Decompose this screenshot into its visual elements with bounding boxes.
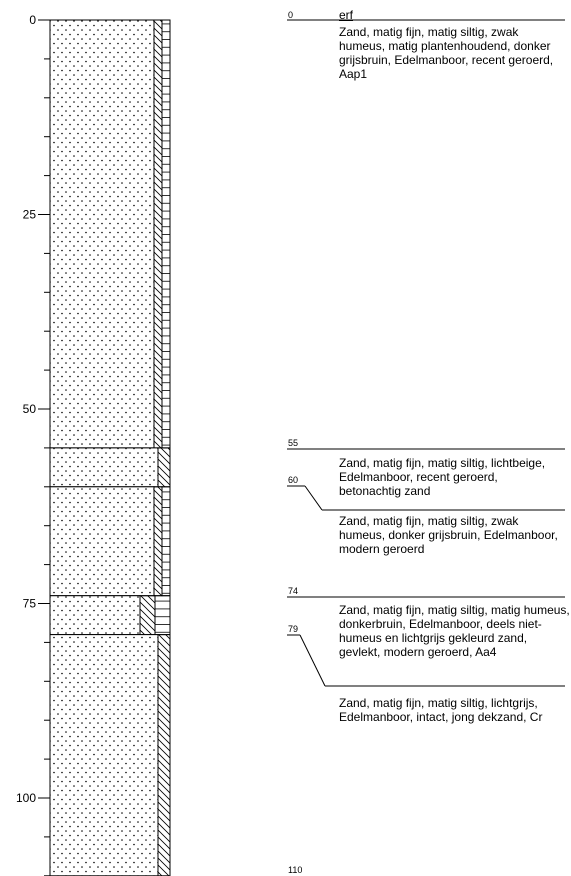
depth-label-60: 60 [288, 475, 299, 485]
humus-column [153, 19, 163, 449]
depth-label-110: 110 [288, 865, 303, 875]
sand-column [49, 486, 155, 597]
axis-tick-label: 25 [23, 208, 37, 222]
axis-tick-label: 0 [29, 13, 36, 27]
axis-tick-label: 50 [23, 402, 37, 416]
depth-axis: 0 25 50 75 100 [16, 13, 51, 876]
layer-columns [49, 19, 171, 876]
humus-column [153, 486, 163, 597]
layer-description: Zand, matig fijn, matig siltig, matig hu… [339, 603, 570, 659]
axis-tick-label: 75 [23, 597, 37, 611]
humus-column [139, 595, 156, 636]
silt-column [161, 19, 171, 449]
silt-column [154, 595, 171, 636]
silt-column [161, 486, 171, 597]
sand-column [49, 634, 159, 876]
layer-column [49, 486, 171, 597]
layer-column [49, 19, 171, 449]
axis-tick-label: 100 [16, 791, 36, 805]
boundary-lines [287, 19, 565, 687]
sand-column [49, 447, 159, 488]
humus-column [157, 447, 171, 488]
layer-column [49, 634, 171, 876]
boundary-60-diag [304, 485, 323, 511]
layer-description: Zand, matig fijn, matig siltig, zwak hum… [339, 514, 558, 556]
humus-column [157, 634, 171, 876]
layer-description: Zand, matig fijn, matig siltig, lichtgri… [339, 696, 543, 724]
depth-label-0: 0 [288, 10, 294, 20]
layer-column [49, 447, 171, 488]
layer-column [49, 595, 171, 636]
sand-column [49, 595, 141, 636]
depth-label-74: 74 [288, 586, 299, 596]
depth-label-79: 79 [288, 624, 299, 634]
boundary-79-diag [299, 634, 326, 687]
layer-description: Zand, matig fijn, matig siltig, zwak hum… [339, 25, 554, 81]
layer-description: Zand, matig fijn, matig siltig, lichtbei… [339, 456, 546, 498]
sand-column [49, 19, 155, 449]
location-label: erf [339, 8, 354, 22]
depth-label-55: 55 [288, 438, 299, 448]
